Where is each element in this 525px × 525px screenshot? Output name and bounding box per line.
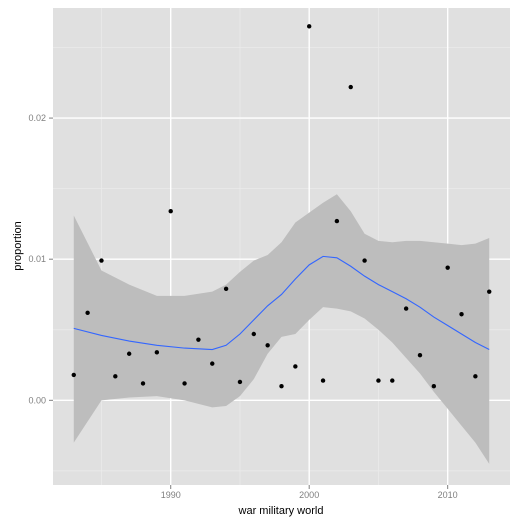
data-point [487, 289, 492, 294]
data-point [320, 378, 326, 383]
data-point [293, 364, 298, 369]
data-point [362, 258, 367, 263]
x-tick-label: 2010 [438, 490, 458, 500]
data-point [376, 378, 381, 383]
data-point [251, 331, 256, 337]
y-tick-label: 0.00 [28, 395, 46, 405]
data-point [140, 381, 146, 386]
data-point [279, 384, 284, 389]
x-tick-label: 2000 [299, 490, 319, 500]
smooth-line [73, 255, 490, 351]
data-point [459, 312, 464, 317]
data-point [85, 310, 90, 316]
data-point [71, 372, 76, 378]
confidence-band [73, 194, 490, 464]
y-tick-label: 0.02 [28, 113, 46, 123]
confidence-band-layer [73, 194, 490, 464]
y-tick-label: 0.01 [28, 254, 46, 264]
data-point [445, 265, 450, 270]
data-point [237, 379, 243, 385]
data-point [348, 84, 353, 90]
points-layer [71, 24, 492, 389]
smooth-line-layer [73, 255, 490, 351]
data-point [390, 378, 395, 383]
data-point [307, 24, 312, 29]
x-axis-title: war military world [238, 505, 324, 517]
data-point [403, 306, 409, 311]
data-point [168, 209, 173, 214]
data-point [223, 286, 229, 292]
x-tick-label: 1990 [161, 490, 181, 500]
data-point [154, 350, 160, 355]
data-point [473, 374, 478, 379]
data-point [431, 384, 437, 389]
data-point [113, 374, 118, 379]
data-point [182, 381, 187, 386]
data-point [99, 258, 104, 263]
y-axis-title: proportion [12, 221, 24, 271]
data-point [196, 337, 201, 342]
data-point [210, 361, 215, 366]
data-point [126, 351, 132, 356]
data-point [417, 352, 423, 358]
axis-layer: 1990 2000 2010 0.00 0.01 0.02 [28, 113, 457, 500]
data-point [265, 343, 270, 348]
data-point [334, 218, 340, 224]
